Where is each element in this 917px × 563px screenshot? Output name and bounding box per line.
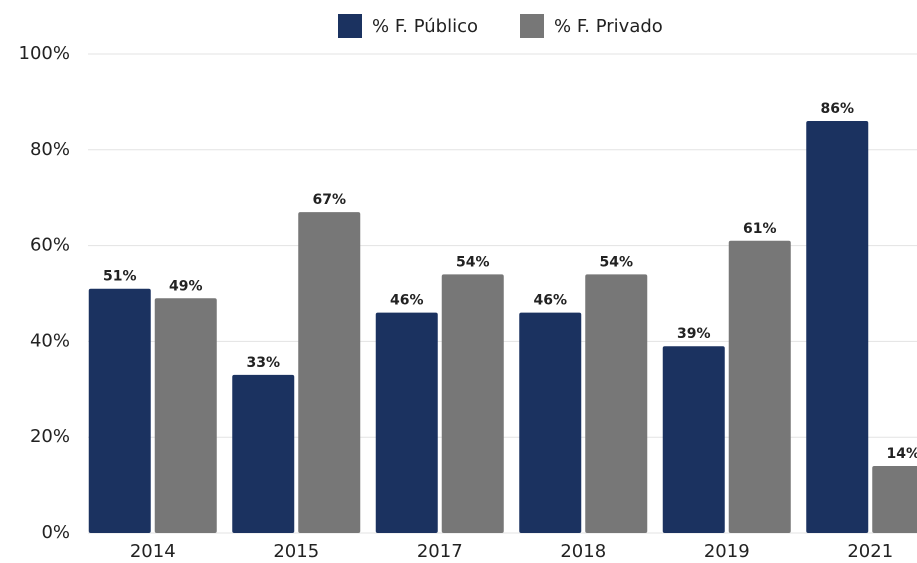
x-tick-label: 2018 (560, 541, 606, 562)
bar (232, 374, 295, 533)
x-tick-label: 2021 (847, 541, 893, 562)
legend-label: % F. Público (372, 16, 478, 37)
bar (728, 240, 791, 533)
x-tick-label: 2019 (704, 541, 750, 562)
data-label: 49% (169, 278, 203, 294)
data-label: 61% (743, 221, 777, 237)
data-label: 33% (246, 355, 280, 371)
y-tick-label: 60% (30, 235, 70, 256)
legend-label: % F. Privado (554, 16, 663, 37)
bar (519, 312, 582, 533)
bar (872, 465, 917, 533)
data-label: 14% (886, 446, 917, 462)
bar (662, 346, 725, 533)
data-label: 46% (390, 293, 424, 309)
y-tick-label: 0% (41, 522, 70, 543)
x-tick-label: 2017 (417, 541, 463, 562)
data-label: 54% (456, 254, 490, 270)
x-tick-label: 2015 (273, 541, 319, 562)
bar (298, 212, 361, 533)
legend-swatch (338, 14, 362, 38)
y-tick-label: 40% (30, 330, 70, 351)
bar (585, 274, 648, 533)
x-tick-label: 2014 (130, 541, 176, 562)
y-tick-label: 80% (30, 139, 70, 160)
y-tick-label: 100% (19, 43, 70, 64)
bar (88, 288, 151, 533)
bar (375, 312, 438, 533)
legend-swatch (520, 14, 544, 38)
data-label: 39% (677, 326, 711, 342)
data-label: 46% (533, 293, 567, 309)
bar (441, 274, 504, 533)
data-label: 67% (312, 192, 346, 208)
data-label: 54% (599, 254, 633, 270)
data-label: 86% (820, 101, 854, 117)
bar (154, 298, 217, 533)
data-label: 51% (103, 269, 137, 285)
bar (806, 121, 869, 533)
y-tick-label: 20% (30, 426, 70, 447)
